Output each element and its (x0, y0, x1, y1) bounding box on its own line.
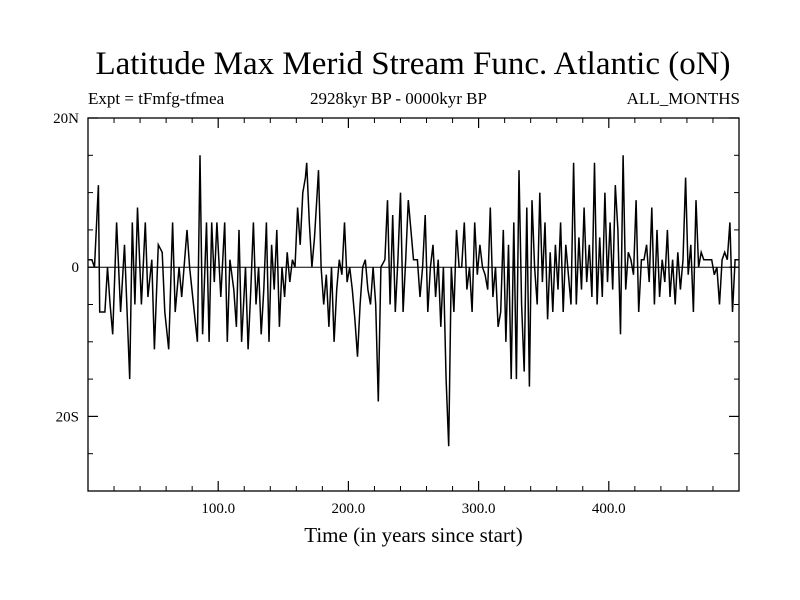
x-tick-label: 200.0 (332, 501, 366, 517)
y-tick-label: 20S (56, 409, 79, 425)
experiment-label: Expt = tFmfg-tfmea (88, 89, 225, 108)
series-layer (88, 155, 739, 447)
x-tick-label: 400.0 (592, 501, 626, 517)
y-tick-label: 20N (53, 111, 79, 127)
tick-layer: 100.0 200.0 300.0 400.0 20N 0 20S (53, 111, 739, 517)
y-tick-label: 0 (72, 260, 80, 276)
months-label: ALL_MONTHS (626, 89, 740, 108)
series-line (88, 155, 739, 447)
chart-title: Latitude Max Merid Stream Func. Atlantic… (95, 46, 731, 82)
x-tick-label: 100.0 (201, 501, 235, 517)
plot-frame (87, 117, 740, 492)
x-axis-label: Time (in years since start) (304, 523, 523, 547)
time-range-label: 2928kyr BP - 0000kyr BP (310, 89, 487, 108)
x-tick-label: 300.0 (462, 501, 496, 517)
